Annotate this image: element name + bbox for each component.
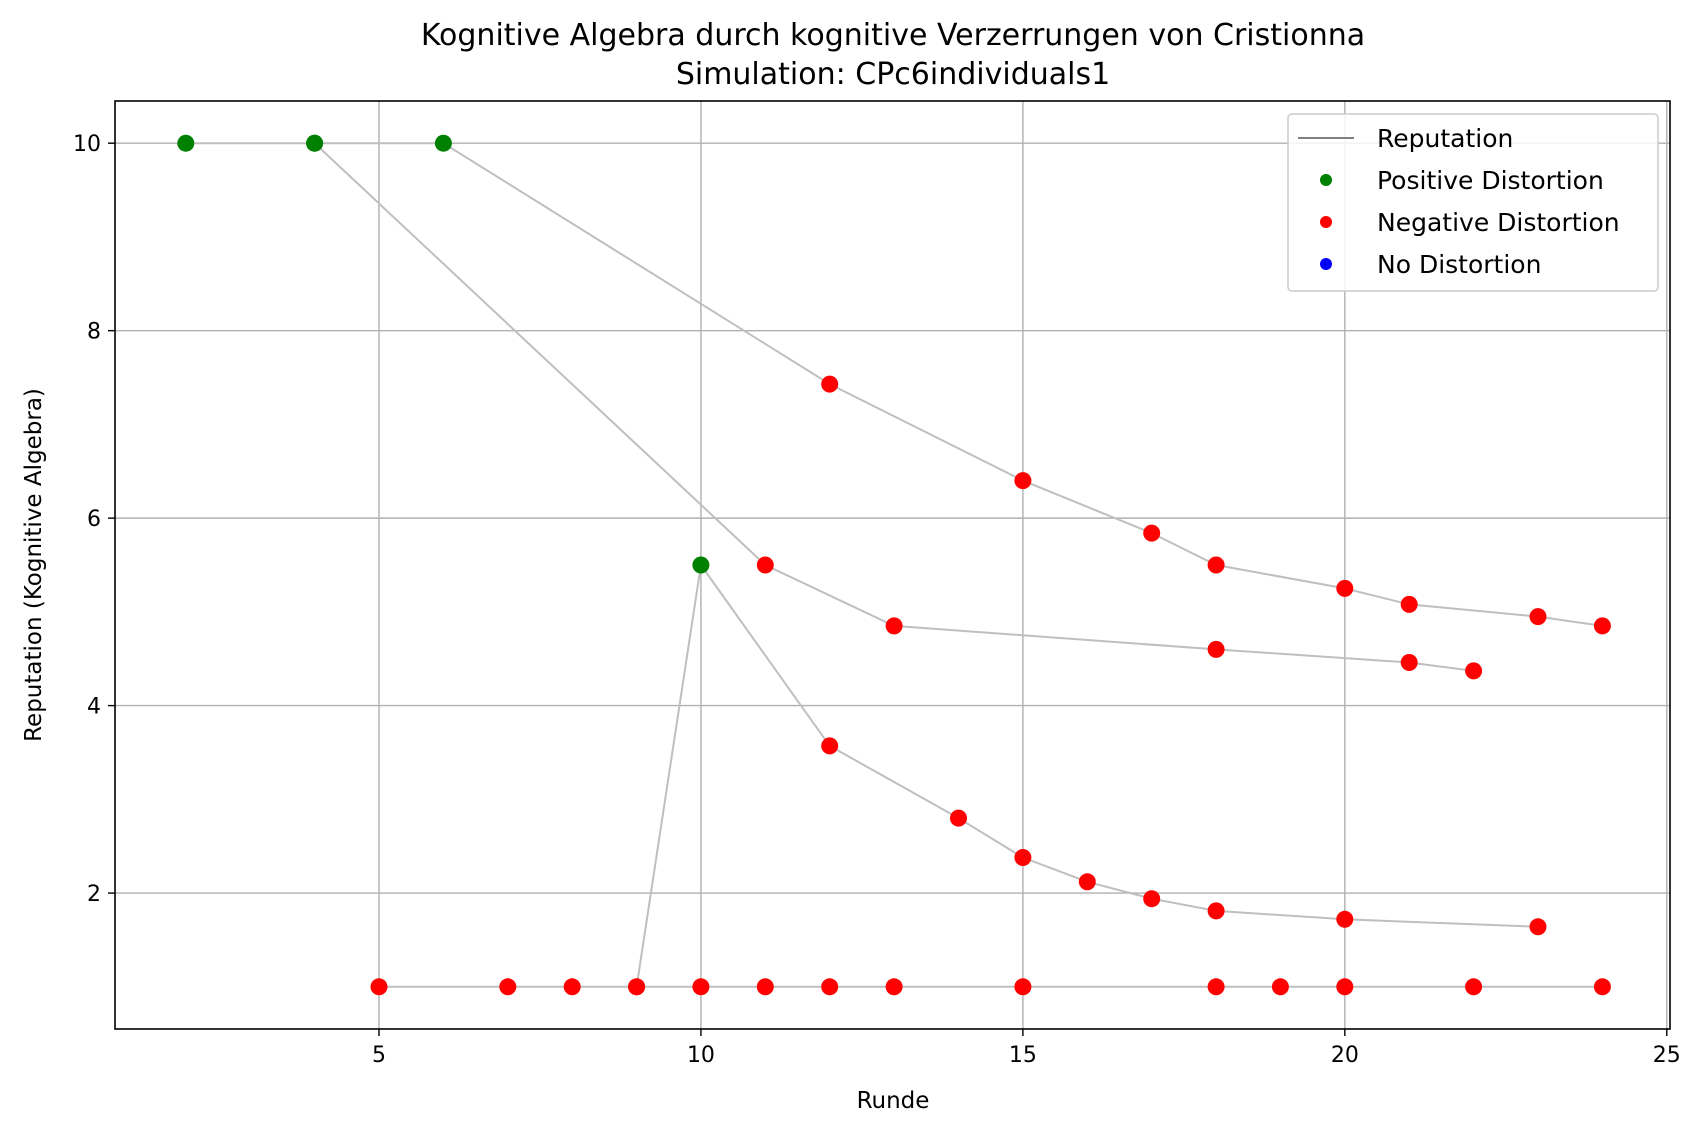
x-axis-label: Runde — [857, 1088, 930, 1114]
legend-marker-swatch — [1320, 258, 1332, 270]
negative-distortion-point — [1593, 617, 1611, 635]
y-tick-label: 4 — [87, 695, 101, 720]
x-tick-label: 25 — [1653, 1043, 1681, 1068]
negative-distortion-point — [1143, 890, 1161, 908]
chart-subtitle: Simulation: CPc6individuals1 — [676, 57, 1110, 92]
y-tick-label: 10 — [73, 132, 101, 157]
legend-label: Negative Distortion — [1377, 208, 1620, 237]
plot-frame — [114, 100, 1671, 1030]
axis-ticks: 5 10 15 20 25 2 4 6 8 10 — [73, 132, 1681, 1068]
negative-distortion-point — [1529, 918, 1547, 936]
negative-distortion-point — [1207, 902, 1225, 920]
x-tick-label: 10 — [687, 1043, 715, 1068]
negative-distortion-point — [1465, 978, 1483, 996]
negative-distortion-point — [628, 978, 646, 996]
negative-distortion-point — [756, 978, 774, 996]
negative-distortion-point — [821, 737, 839, 755]
negative-distortion-point — [370, 978, 388, 996]
y-tick-label: 6 — [87, 507, 101, 532]
y-tick-label: 2 — [87, 882, 101, 907]
positive-distortion-point — [177, 134, 195, 152]
negative-distortion-point — [1529, 608, 1547, 626]
negative-distortion-point — [821, 375, 839, 393]
legend-marker-swatch — [1320, 216, 1332, 228]
negative-distortion-point — [1207, 556, 1225, 574]
x-tick-label: 15 — [1009, 1043, 1037, 1068]
legend-box — [1287, 113, 1659, 292]
y-axis-label: Reputation (Kognitive Algebra) — [21, 388, 47, 742]
negative-distortion-point — [1400, 654, 1418, 671]
negative-distortion-point — [1336, 978, 1354, 996]
negative-distortion-point — [499, 978, 517, 996]
legend-label: Positive Distortion — [1377, 166, 1604, 195]
negative-distortion-point — [1014, 472, 1032, 490]
negative-distortion-point — [692, 978, 710, 996]
negative-distortion-point — [563, 978, 581, 996]
negative-distortion-point — [950, 809, 967, 827]
negative-distortion-point — [1400, 595, 1418, 613]
positive-distortion-point — [692, 556, 710, 574]
negative-distortion-point — [1078, 873, 1096, 891]
legend: Reputation Positive Distortion Negative Di… — [1287, 113, 1659, 292]
y-tick-label: 8 — [87, 320, 101, 345]
negative-distortion-point — [1143, 524, 1161, 542]
negative-distortion-point — [1465, 662, 1483, 680]
chart-title: Kognitive Algebra durch kognitive Verzer… — [421, 18, 1365, 53]
legend-label: No Distortion — [1377, 250, 1541, 279]
negative-distortion-point — [756, 556, 774, 574]
negative-distortion-point — [821, 978, 839, 996]
x-tick-label: 20 — [1331, 1043, 1359, 1068]
negative-distortion-point — [1014, 978, 1032, 996]
reputation-line — [313, 142, 1474, 672]
legend-marker-swatch — [1320, 174, 1332, 186]
negative-distortion-point — [1207, 640, 1225, 658]
series-lines — [185, 142, 1603, 988]
legend-label: Reputation — [1377, 124, 1513, 153]
negative-distortion-point — [1207, 978, 1225, 996]
negative-distortion-point — [885, 978, 903, 996]
negative-distortion-point — [1271, 978, 1289, 996]
negative-distortion-point — [1336, 579, 1354, 597]
negative-distortion-point — [885, 617, 903, 635]
positive-distortion-point — [306, 134, 324, 152]
x-tick-label: 5 — [372, 1043, 386, 1068]
reputation-line — [635, 562, 1539, 987]
data-points — [177, 134, 1611, 996]
positive-distortion-point — [434, 134, 452, 152]
negative-distortion-point — [1336, 910, 1354, 928]
negative-distortion-point — [1593, 978, 1611, 996]
negative-distortion-point — [1014, 849, 1032, 866]
